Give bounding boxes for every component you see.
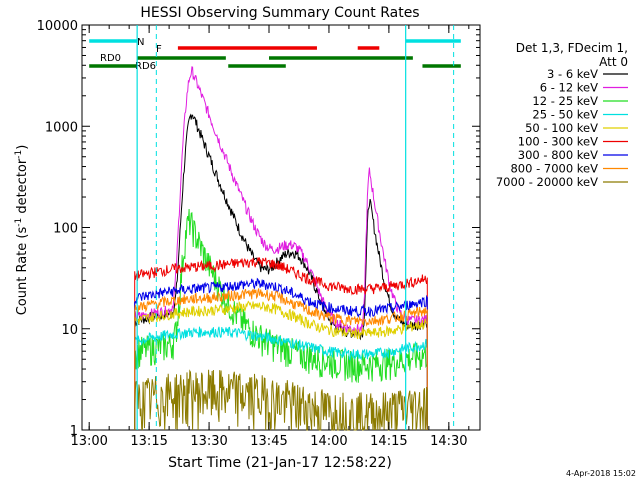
legend-label-3: 25 - 50 keV [532,108,598,122]
flag-label-f: F [156,44,162,55]
series-line-2 [134,208,428,430]
series-line-3 [134,326,428,430]
flag-label-n: N [137,37,144,48]
x-tick-label: 13:45 [250,434,287,449]
series-line-1 [134,66,428,430]
y-axis-label-mid: detector [15,158,30,218]
legend-label-5: 100 - 300 keV [518,135,598,149]
y-axis-label-main: Count Rate (s [15,227,30,316]
y-axis-label-sup1: -1 [14,218,24,227]
y-axis-label: Count Rate (s-1 detector-1) [14,145,30,316]
legend-header-line1: Det 1,3, FDecim 1, [516,41,628,55]
y-tick-label: 10000 [37,19,78,34]
x-tick-label: 13:30 [190,434,227,449]
flag-bars: N F RD0 RD6 [89,37,461,72]
x-tick-label: 14:15 [370,434,407,449]
y-axis-label-sup2: -1 [14,150,24,159]
legend-label-4: 50 - 100 keV [525,121,598,135]
series-line-0 [134,113,428,430]
legend-label-0: 3 - 6 keV [547,67,598,81]
y-tick-label: 10 [61,323,78,338]
legend-label-1: 6 - 12 keV [540,81,598,95]
x-tick-label: 14:30 [430,434,467,449]
legend-label-6: 300 - 800 keV [518,148,598,162]
series-lines [134,66,428,431]
y-tick-label: 100 [53,222,78,237]
legend-label-7: 800 - 7000 keV [510,162,598,176]
axes: 13:00 13:15 13:30 13:45 14:00 14:15 14:30 1 10 10… [37,19,480,449]
y-tick-label: 1 [70,424,78,439]
series-line-7 [134,288,428,430]
x-tick-label: 13:15 [130,434,167,449]
series-line-8 [134,369,428,431]
series-line-6 [134,277,428,430]
x-axis-label: Start Time (21-Jan-17 12:58:22) [168,455,392,471]
legend-label-2: 12 - 25 keV [532,94,598,108]
chart-title: HESSI Observing Summary Count Rates [140,5,419,21]
saa-boundary-lines [136,25,455,430]
date-stamp: 4-Apr-2018 15:02 [566,469,636,478]
flag-label-rd6: RD6 [135,61,156,72]
y-axis-label-end: ) [15,145,30,150]
legend-label-8: 7000 - 20000 keV [496,175,598,189]
x-tick-label: 13:00 [70,434,107,449]
flag-label-rd0: RD0 [100,53,121,64]
legend-header-line2: Att 0 [599,55,628,69]
x-tick-label: 14:00 [310,434,347,449]
y-tick-label: 1000 [45,120,78,135]
series-line-5 [134,257,428,430]
series-line-4 [134,300,428,430]
